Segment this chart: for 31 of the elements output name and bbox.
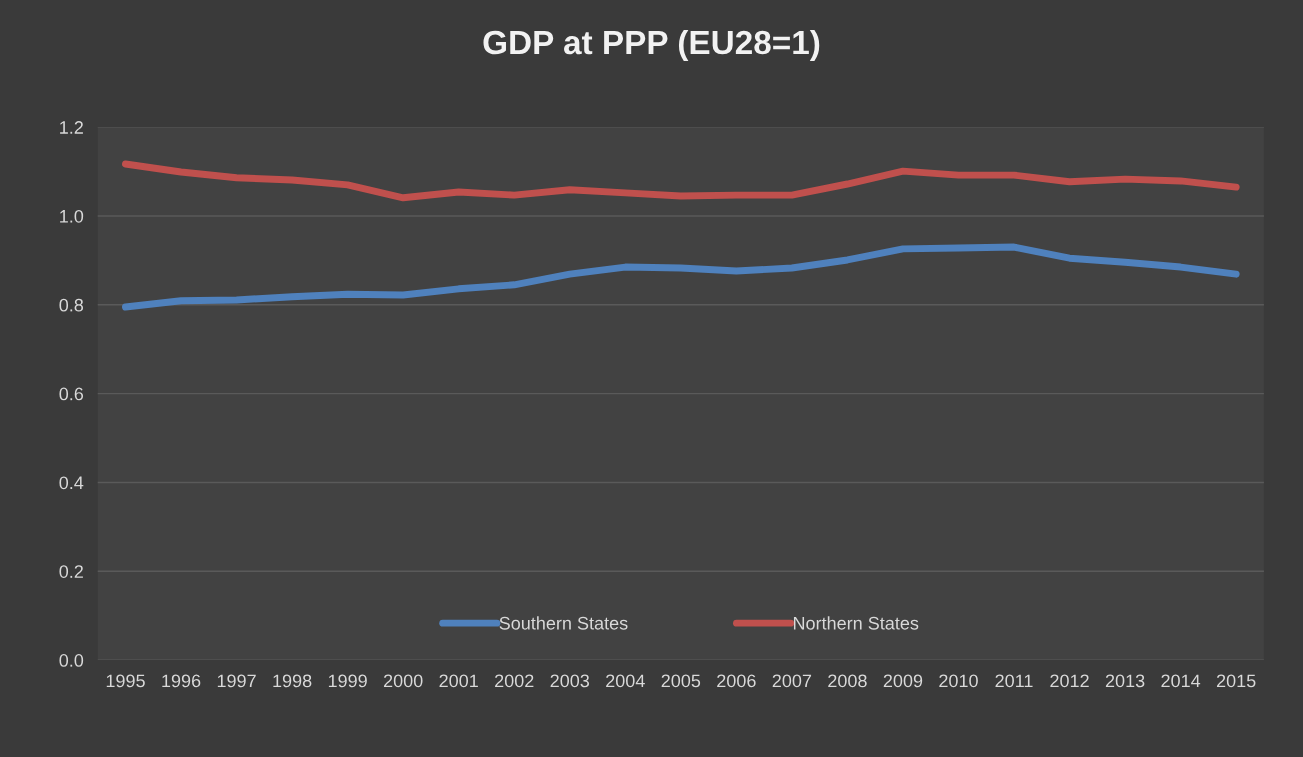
legend-label: Northern States bbox=[793, 616, 919, 630]
x-tick-label: 2012 bbox=[1050, 674, 1089, 688]
y-tick-label: 0.0 bbox=[59, 654, 84, 667]
x-tick-label: 2007 bbox=[772, 674, 812, 688]
x-tick-label: 2003 bbox=[550, 674, 590, 688]
x-tick-label: 2002 bbox=[495, 674, 534, 688]
x-tick-label: 2001 bbox=[439, 674, 478, 688]
x-tick-label: 1996 bbox=[162, 674, 201, 688]
x-tick-label: 1995 bbox=[106, 674, 145, 688]
y-tick-label: 0.6 bbox=[59, 387, 84, 401]
x-tick-label: 2011 bbox=[995, 674, 1033, 688]
x-tick-label: 2010 bbox=[939, 674, 978, 688]
x-tick-label: 2000 bbox=[383, 674, 423, 688]
x-tick-label: 2014 bbox=[1161, 674, 1201, 688]
y-tick-label: 0.4 bbox=[59, 476, 84, 490]
y-tick-label: 1.2 bbox=[60, 121, 83, 134]
legend-label: Southern States bbox=[499, 616, 628, 630]
x-tick-label: 1997 bbox=[217, 674, 256, 688]
x-tick-label: 1999 bbox=[328, 674, 367, 688]
x-tick-label: 2008 bbox=[828, 674, 867, 688]
y-tick-label: 1.0 bbox=[60, 209, 84, 223]
x-tick-label: 2013 bbox=[1105, 674, 1145, 688]
x-tick-label: 2005 bbox=[661, 674, 701, 688]
y-tick-label: 0.8 bbox=[59, 298, 84, 312]
x-tick-label: 2006 bbox=[717, 674, 756, 688]
x-tick-label: 2004 bbox=[606, 674, 645, 688]
x-tick-label: 2015 bbox=[1216, 674, 1256, 688]
y-tick-label: 0.2 bbox=[59, 565, 83, 578]
x-tick-label: 2009 bbox=[883, 674, 923, 688]
x-tick-label: 1998 bbox=[273, 674, 312, 688]
chart-title: GDP at PPP (EU28=1) bbox=[483, 29, 820, 61]
